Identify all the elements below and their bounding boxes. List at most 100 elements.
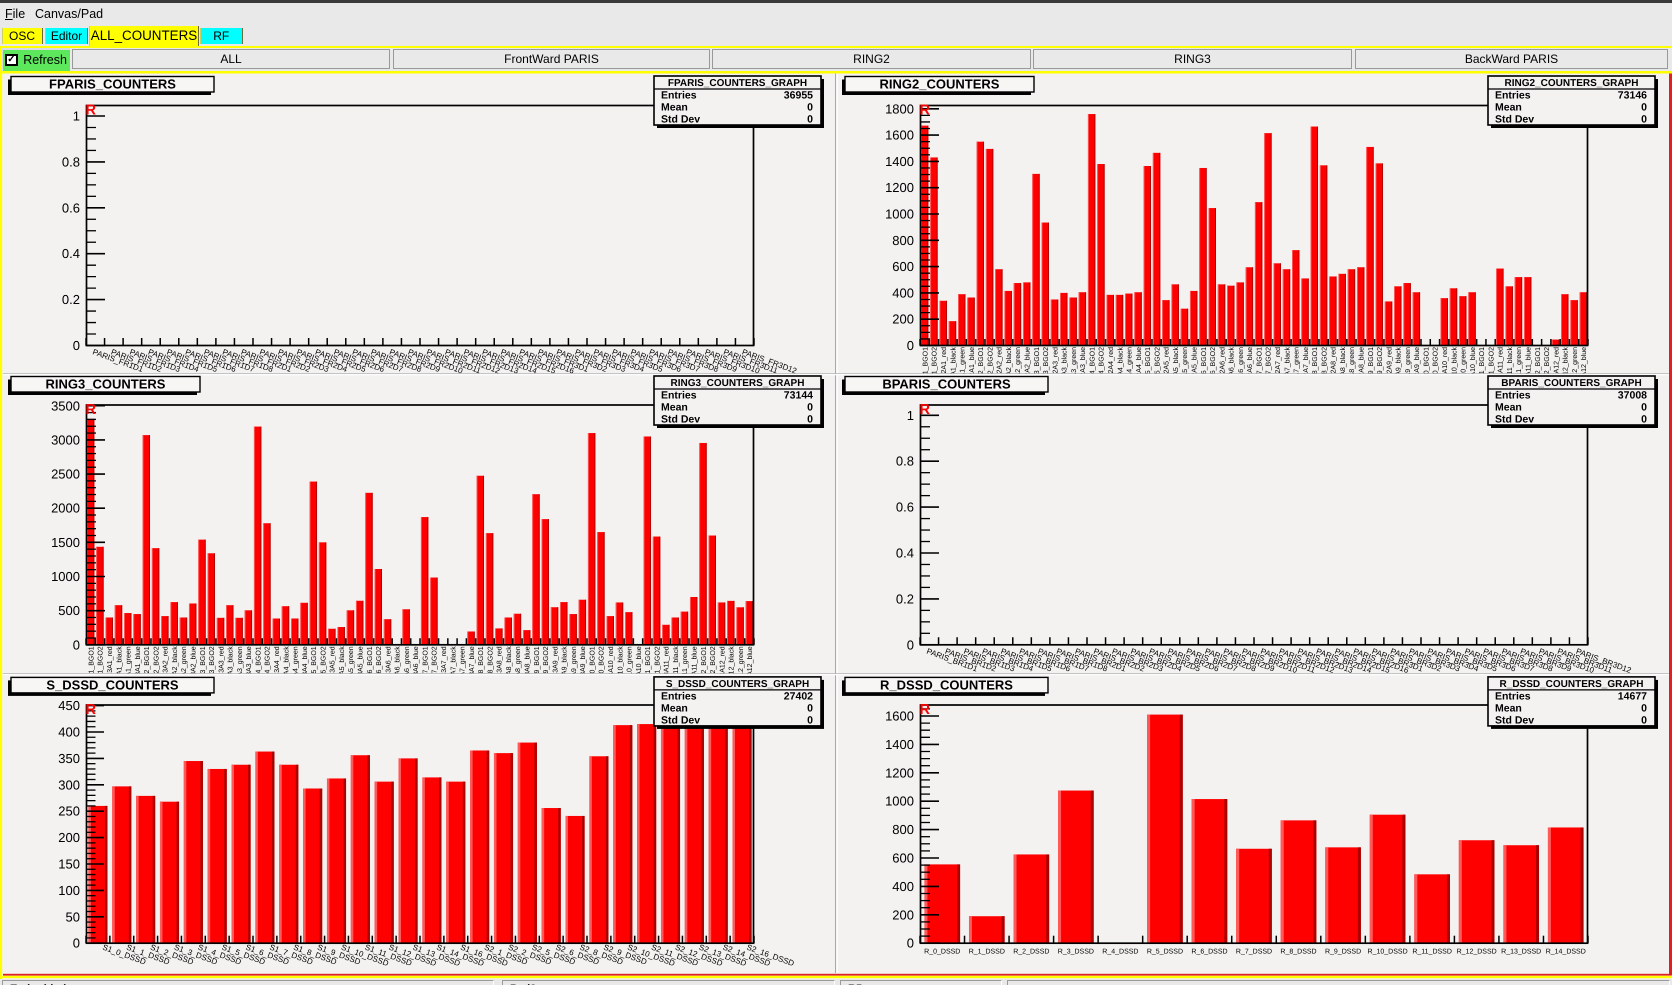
- svg-text:R3A7_BGO1: R3A7_BGO1: [422, 646, 429, 687]
- svg-text:R: R: [86, 702, 97, 718]
- svg-text:R2A4_black: R2A4_black: [1116, 347, 1124, 385]
- svg-text:400: 400: [892, 285, 914, 300]
- svg-text:RING3_COUNTERS: RING3_COUNTERS: [46, 377, 166, 392]
- svg-text:1200: 1200: [885, 180, 914, 195]
- svg-text:R3A1_blue: R3A1_blue: [134, 646, 142, 681]
- svg-text:R2A3_BGO1: R2A3_BGO1: [1034, 347, 1041, 388]
- svg-text:R2A3_blue: R2A3_blue: [1079, 347, 1087, 382]
- svg-text:14677: 14677: [1618, 690, 1647, 702]
- svg-text:0: 0: [807, 703, 813, 715]
- svg-text:R3A12_BGO1: R3A12_BGO1: [701, 646, 708, 691]
- svg-text:R2A7_BGO1: R2A7_BGO1: [1256, 347, 1263, 388]
- svg-text:R2A1_green: R2A1_green: [960, 347, 967, 386]
- svg-text:R2A9_BGO2: R2A9_BGO2: [1377, 347, 1384, 388]
- svg-text:0: 0: [907, 637, 914, 652]
- svg-text:0: 0: [1641, 402, 1647, 414]
- svg-text:R3A11_blue: R3A11_blue: [690, 646, 698, 684]
- svg-text:R3A6_black: R3A6_black: [394, 646, 402, 684]
- svg-text:S_DSSD_COUNTERS_GRAPH: S_DSSD_COUNTERS_GRAPH: [666, 679, 809, 690]
- svg-text:R2A9_black: R2A9_black: [1395, 347, 1403, 385]
- svg-text:1600: 1600: [885, 128, 914, 143]
- svg-text:R3A1_red: R3A1_red: [106, 646, 114, 678]
- svg-text:0.6: 0.6: [896, 500, 914, 515]
- svg-text:R2A2_red: R2A2_red: [996, 347, 1004, 379]
- svg-text:R3A1_black: R3A1_black: [115, 646, 123, 684]
- svg-text:600: 600: [892, 851, 914, 866]
- svg-text:R2A10_green: R2A10_green: [1461, 347, 1468, 390]
- svg-text:R3A10_blue: R3A10_blue: [635, 646, 643, 685]
- svg-text:0: 0: [907, 936, 914, 951]
- svg-text:1800: 1800: [885, 101, 914, 116]
- svg-text:R2A12_green: R2A12_green: [1572, 347, 1579, 390]
- svg-text:R3A11_green: R3A11_green: [682, 646, 689, 689]
- svg-text:450: 450: [58, 698, 80, 713]
- svg-text:R_DSSD_COUNTERS_GRAPH: R_DSSD_COUNTERS_GRAPH: [1500, 679, 1644, 690]
- svg-text:300: 300: [58, 777, 80, 792]
- svg-text:R2A3_red: R2A3_red: [1051, 347, 1059, 379]
- svg-text:37008: 37008: [1618, 390, 1647, 402]
- svg-text:R2A11_green: R2A11_green: [1516, 347, 1523, 390]
- svg-text:R_11_DSSD: R_11_DSSD: [1412, 949, 1452, 956]
- svg-text:R2A9_green: R2A9_green: [1405, 347, 1412, 386]
- svg-text:R3A12_blue: R3A12_blue: [746, 646, 754, 685]
- svg-text:R3A3_BGO1: R3A3_BGO1: [200, 646, 207, 687]
- svg-text:RING3_COUNTERS_GRAPH: RING3_COUNTERS_GRAPH: [671, 378, 805, 389]
- svg-text:R_6_DSSD: R_6_DSSD: [1191, 949, 1227, 956]
- svg-text:R3A12_green: R3A12_green: [738, 646, 745, 689]
- svg-text:R3A2_BGO1: R3A2_BGO1: [144, 646, 151, 687]
- svg-text:R3A6_red: R3A6_red: [384, 646, 392, 678]
- svg-text:0.2: 0.2: [62, 292, 80, 307]
- svg-text:Std Dev: Std Dev: [661, 414, 700, 426]
- svg-text:R3A8_BGO1: R3A8_BGO1: [478, 646, 485, 687]
- svg-text:R2A7_red: R2A7_red: [1274, 347, 1282, 379]
- svg-text:R3A9_red: R3A9_red: [551, 646, 559, 678]
- svg-text:R_2_DSSD: R_2_DSSD: [1013, 949, 1049, 956]
- svg-text:Std Dev: Std Dev: [1495, 715, 1534, 727]
- svg-text:73144: 73144: [784, 390, 813, 402]
- svg-text:R3A9_BGO2: R3A9_BGO2: [543, 646, 550, 687]
- svg-text:1400: 1400: [885, 154, 914, 169]
- svg-text:Entries: Entries: [661, 390, 697, 402]
- svg-text:R2A8_red: R2A8_red: [1330, 347, 1338, 379]
- svg-text:0.8: 0.8: [896, 454, 914, 469]
- svg-text:R3A6_blue: R3A6_blue: [412, 646, 420, 681]
- svg-text:R2A2_blue: R2A2_blue: [1023, 347, 1031, 382]
- svg-text:Entries: Entries: [661, 690, 697, 702]
- svg-text:3500: 3500: [51, 398, 80, 413]
- svg-text:R3A4_blue: R3A4_blue: [301, 646, 309, 681]
- svg-text:R2A6_green: R2A6_green: [1238, 347, 1245, 386]
- svg-text:R3A11_red: R3A11_red: [663, 646, 671, 681]
- svg-text:R2A11_BGO2: R2A11_BGO2: [1488, 347, 1495, 391]
- svg-text:R_0_DSSD: R_0_DSSD: [924, 949, 960, 956]
- svg-text:R: R: [920, 102, 931, 118]
- svg-text:R2A1_BGO1: R2A1_BGO1: [922, 347, 929, 388]
- svg-text:Mean: Mean: [661, 402, 688, 414]
- svg-text:R2A7_black: R2A7_black: [1283, 347, 1291, 385]
- svg-text:R3A2_black: R3A2_black: [171, 646, 179, 684]
- svg-text:R3A12_black: R3A12_black: [728, 646, 736, 688]
- svg-text:R3A2_red: R3A2_red: [162, 646, 170, 678]
- svg-text:0.4: 0.4: [62, 246, 80, 261]
- svg-text:R: R: [920, 402, 931, 418]
- svg-text:R2A11_black: R2A11_black: [1506, 347, 1514, 389]
- svg-text:R3A10_green: R3A10_green: [627, 646, 634, 689]
- svg-text:BPARIS_COUNTERS: BPARIS_COUNTERS: [882, 377, 1011, 392]
- svg-text:R: R: [86, 402, 97, 418]
- svg-text:R3A1_BGO1: R3A1_BGO1: [88, 646, 95, 687]
- svg-text:0: 0: [1641, 114, 1647, 126]
- svg-text:0.2: 0.2: [896, 591, 914, 606]
- svg-text:R2A3_black: R2A3_black: [1061, 347, 1069, 385]
- svg-text:R3A5_BGO1: R3A5_BGO1: [311, 646, 318, 687]
- svg-text:0: 0: [807, 402, 813, 414]
- svg-text:73146: 73146: [1618, 90, 1647, 102]
- svg-text:R2A2_green: R2A2_green: [1015, 347, 1022, 386]
- svg-text:2500: 2500: [51, 467, 80, 482]
- svg-text:250: 250: [58, 804, 80, 819]
- svg-text:R_3_DSSD: R_3_DSSD: [1058, 949, 1094, 956]
- svg-text:R3A3_blue: R3A3_blue: [245, 646, 253, 681]
- svg-text:R3A11_BGO2: R3A11_BGO2: [654, 646, 661, 690]
- svg-text:1: 1: [73, 109, 80, 124]
- svg-text:R2A4_blue: R2A4_blue: [1135, 347, 1143, 382]
- svg-text:R2A11_blue: R2A11_blue: [1524, 347, 1532, 385]
- svg-text:Std Dev: Std Dev: [661, 715, 700, 727]
